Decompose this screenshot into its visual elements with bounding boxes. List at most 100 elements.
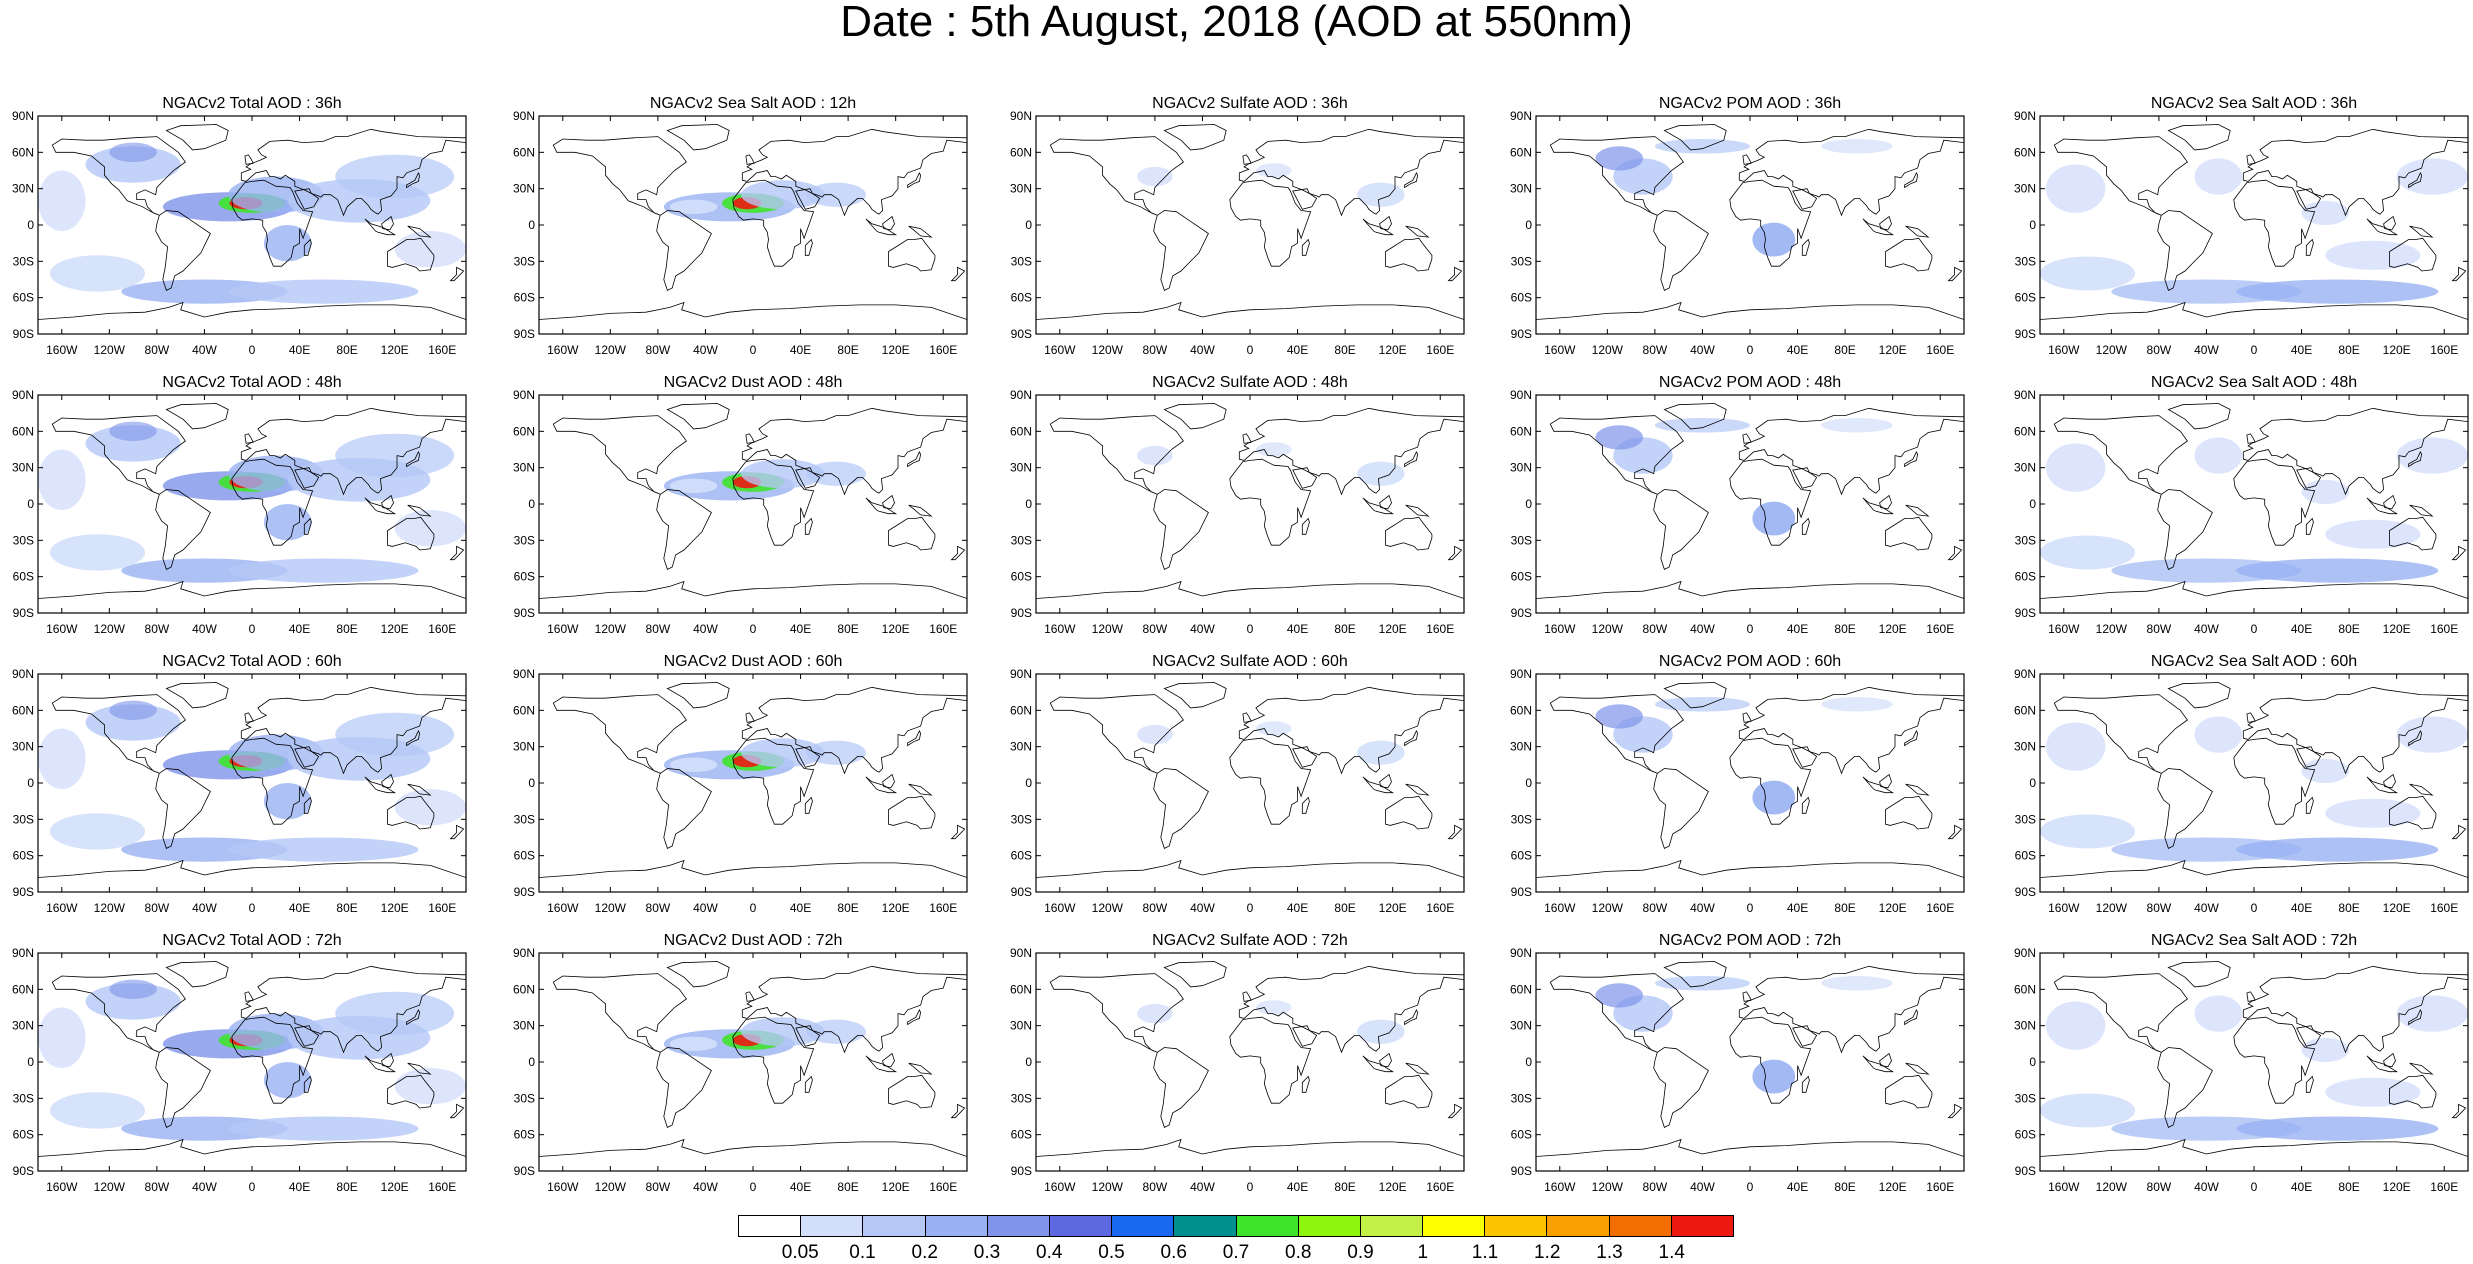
colorbar-swatch (1236, 1216, 1299, 1236)
aod-field (669, 1036, 718, 1052)
aod-field (2396, 716, 2468, 753)
coastline (908, 1062, 933, 1075)
panel-title: NGACv2 Sulfate AOD : 36h (1152, 95, 1348, 112)
lon-label: 160E (1926, 901, 1954, 915)
lon-label: 0 (2251, 901, 2258, 915)
aod-field (1137, 166, 1173, 187)
lon-label: 120E (882, 343, 910, 357)
coastline (1536, 1138, 1964, 1157)
lat-label: 30S (13, 533, 34, 547)
lat-label: 60S (1011, 570, 1032, 584)
coastline (231, 179, 314, 267)
lon-label: 160W (2048, 343, 2080, 357)
aod-field (2301, 200, 2350, 225)
panel-title: NGACv2 Sea Salt AOD : 36h (2151, 95, 2357, 112)
lon-label: 0 (1247, 622, 1254, 636)
lon-label: 0 (2251, 1180, 2258, 1194)
aod-field (263, 504, 312, 541)
lat-label: 30S (514, 812, 535, 826)
coastline (1729, 1016, 1812, 1104)
coastline (552, 694, 687, 774)
coastline (1447, 545, 1463, 561)
lon-label: 40W (2194, 622, 2219, 636)
lat-label: 60N (2014, 424, 2036, 438)
coastline (745, 433, 755, 444)
map-panel: NGACv2 Sea Salt AOD : 72h 90N 60N 30N 0 30S 60… (2014, 932, 2469, 1194)
lon-label: 160E (428, 901, 456, 915)
coastline (1862, 1055, 1895, 1073)
coastline (1885, 516, 1933, 551)
lat-label: 90S (13, 606, 34, 620)
coastline (1242, 154, 1252, 165)
aod-field (741, 738, 825, 768)
lat-label: 0 (27, 1055, 34, 1069)
lat-label: 0 (27, 218, 34, 232)
lat-label: 60S (514, 570, 535, 584)
lon-label: 160E (929, 1180, 957, 1194)
aod-field (2396, 158, 2468, 195)
coastline (1379, 1052, 1392, 1068)
lon-label: 80E (1834, 1180, 1855, 1194)
lat-label: 30N (12, 461, 34, 475)
lon-label: 40E (1787, 622, 1808, 636)
coastline (1904, 1008, 1919, 1026)
coastline (2167, 961, 2231, 988)
coastline (741, 965, 967, 1054)
lon-label: 120W (1092, 1180, 1124, 1194)
lat-label: 30N (2014, 1019, 2036, 1033)
coastline (552, 415, 687, 495)
aod-field (806, 740, 866, 765)
lat-label: 0 (2029, 776, 2036, 790)
lon-label: 80E (2338, 622, 2359, 636)
coastline (1905, 504, 1930, 517)
aod-field (1821, 976, 1893, 991)
coastline (2305, 517, 2314, 535)
coastline (1362, 497, 1395, 515)
coastline (745, 712, 755, 723)
colorbar-tick-label: 1.3 (1596, 1242, 1623, 1263)
coastline (364, 776, 397, 794)
coastline (387, 516, 435, 551)
colorbar-tick-label: 0.6 (1160, 1242, 1187, 1263)
coastline (2409, 1062, 2434, 1075)
coastline (888, 795, 936, 830)
aod-field (2045, 722, 2106, 771)
lat-label: 60N (1010, 145, 1032, 159)
aod-field (394, 231, 466, 268)
coastline (231, 458, 314, 546)
lon-label: 80W (1643, 901, 1668, 915)
coastline (2246, 154, 2256, 165)
coastline (294, 467, 320, 489)
coastline (1885, 795, 1933, 830)
aod-field (2396, 995, 2468, 1032)
coastline (888, 516, 936, 551)
coastline (1653, 1047, 1709, 1128)
lat-label: 60S (514, 1128, 535, 1142)
panel-title: NGACv2 POM AOD : 72h (1659, 932, 1841, 949)
coastline (1404, 729, 1419, 747)
lat-label: 90S (2015, 606, 2036, 620)
panel-title: NGACv2 POM AOD : 48h (1659, 374, 1841, 391)
lat-label: 60S (2015, 570, 2036, 584)
lat-label: 30S (2015, 812, 2036, 826)
lat-label: 0 (1525, 1055, 1532, 1069)
aod-field (38, 170, 86, 232)
coastline (1405, 783, 1430, 796)
lat-label: 90S (514, 606, 535, 620)
coastline (1801, 238, 1810, 256)
lon-label: 80E (837, 343, 858, 357)
lon-label: 120E (1379, 1180, 1407, 1194)
coastline (1242, 991, 1252, 1002)
aod-field (228, 279, 419, 304)
map-panel: NGACv2 Sulfate AOD : 48h 90N 60N 30N 0 30S 60S… (1010, 374, 1465, 636)
coastline (1362, 218, 1395, 236)
lat-label: 60S (1511, 291, 1532, 305)
lon-label: 80W (1143, 1180, 1168, 1194)
coastline (406, 729, 421, 747)
lon-label: 80E (336, 622, 357, 636)
lon-label: 40W (1690, 622, 1715, 636)
coastline (2296, 188, 2322, 210)
panel-title: NGACv2 POM AOD : 36h (1659, 95, 1841, 112)
map-panel: NGACv2 Total AOD : 48h 90N 60N 30N 0 30S 60S 90… (12, 374, 467, 636)
coastline (165, 124, 229, 151)
